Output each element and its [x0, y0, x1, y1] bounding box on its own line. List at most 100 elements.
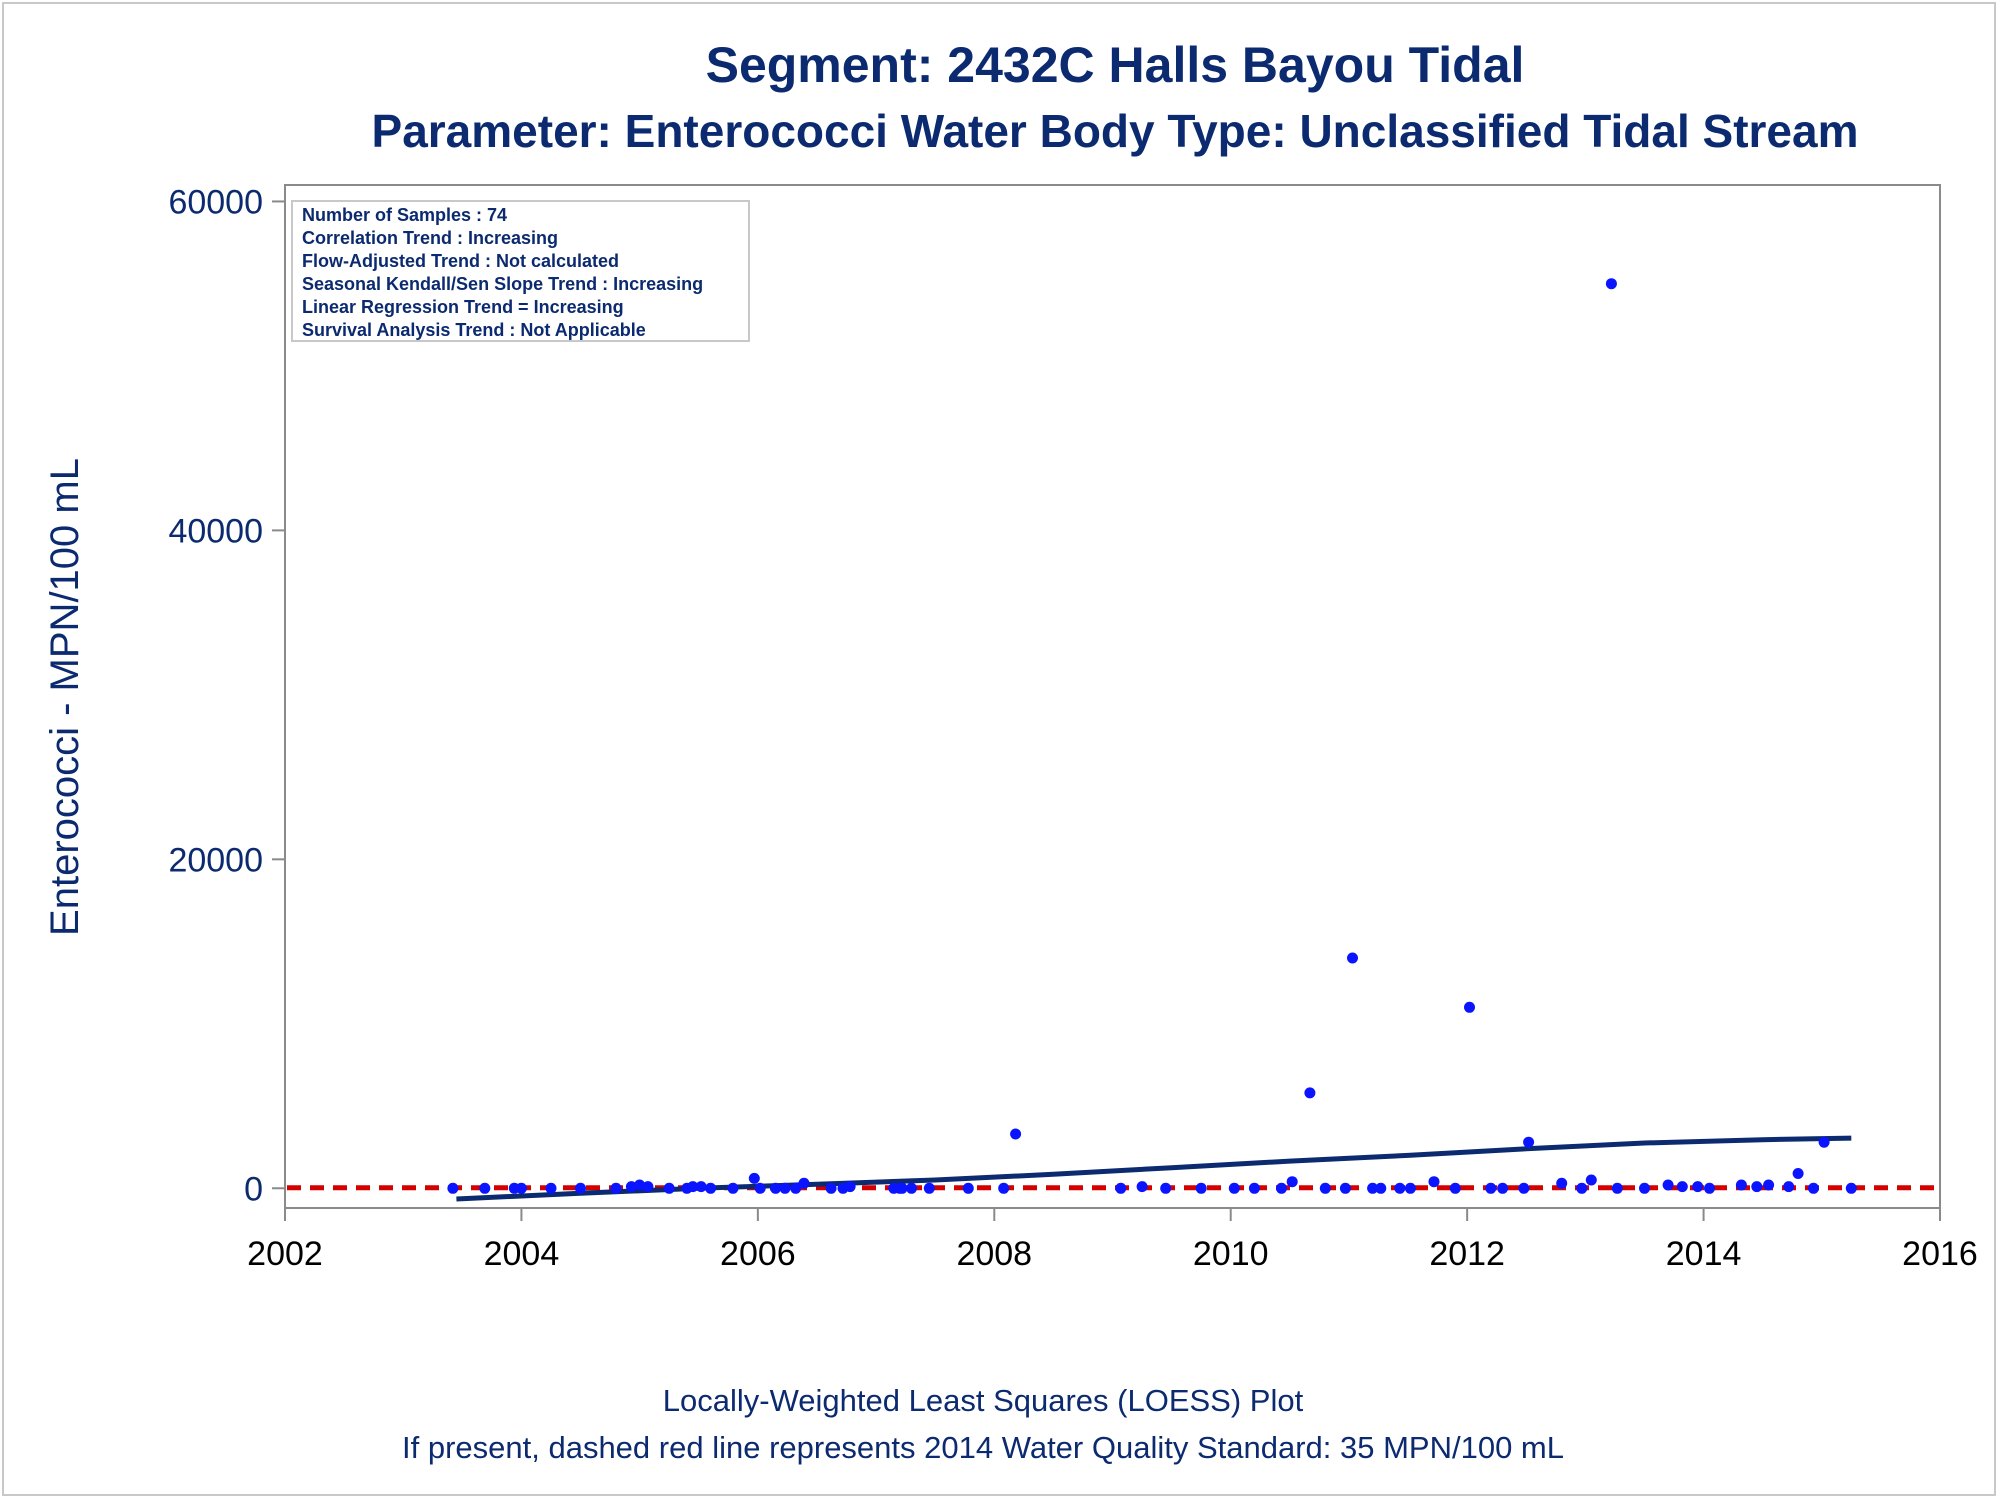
- y-axis-label: Enterococci - MPN/100 mL: [43, 458, 87, 936]
- data-point: [1763, 1179, 1775, 1191]
- y-tick-label: 60000: [168, 183, 263, 221]
- data-point: [790, 1182, 802, 1194]
- data-point: [844, 1181, 856, 1193]
- data-point: [1375, 1182, 1387, 1194]
- data-point: [663, 1182, 675, 1194]
- data-point: [1692, 1181, 1704, 1193]
- data-point: [1286, 1176, 1298, 1188]
- data-point: [705, 1182, 717, 1194]
- data-point: [1845, 1182, 1857, 1194]
- x-tick-label: 2014: [1666, 1235, 1742, 1273]
- data-point: [1518, 1182, 1530, 1194]
- data-point: [695, 1181, 707, 1193]
- y-tick-label: 40000: [168, 512, 263, 550]
- data-point: [1449, 1182, 1461, 1194]
- plot-area: [284, 184, 1941, 1209]
- x-tick-label: 2002: [247, 1235, 323, 1273]
- data-point: [906, 1182, 917, 1194]
- data-point: [962, 1182, 974, 1194]
- footnote-loess: Locally-Weighted Least Squares (LOESS) P…: [663, 1383, 1304, 1418]
- data-point: [575, 1182, 586, 1194]
- stats-box-border: [291, 200, 750, 342]
- data-point: [754, 1182, 766, 1194]
- data-point: [1136, 1181, 1148, 1193]
- data-point: [479, 1182, 491, 1194]
- data-point: [1394, 1182, 1406, 1194]
- stats-line-samples: Number of Samples : 74: [302, 205, 507, 225]
- footnote-standard: If present, dashed red line represents 2…: [402, 1430, 1564, 1465]
- data-point: [1497, 1182, 1509, 1194]
- data-point: [1576, 1182, 1588, 1194]
- data-point: [1585, 1174, 1597, 1186]
- data-point: [1428, 1176, 1440, 1188]
- x-tick-label: 2004: [484, 1235, 560, 1273]
- data-point: [1611, 1182, 1623, 1194]
- data-point: [515, 1182, 527, 1194]
- data-point: [825, 1182, 837, 1194]
- data-point: [1485, 1182, 1497, 1194]
- data-point: [1556, 1177, 1568, 1189]
- data-point: [1228, 1182, 1240, 1194]
- data-point: [1662, 1179, 1674, 1191]
- data-point: [625, 1181, 637, 1193]
- x-tick-label: 2016: [1902, 1235, 1978, 1273]
- data-point: [610, 1182, 622, 1194]
- data-point: [1464, 1001, 1475, 1013]
- data-point: [1523, 1136, 1535, 1148]
- data-point: [1160, 1182, 1172, 1194]
- data-point: [1676, 1181, 1688, 1193]
- data-point: [1115, 1182, 1127, 1194]
- stats-line-linear-regression: Linear Regression Trend = Increasing: [302, 297, 624, 317]
- data-point: [1783, 1181, 1795, 1193]
- data-point: [642, 1181, 654, 1193]
- data-point: [770, 1182, 782, 1194]
- data-point: [923, 1182, 935, 1194]
- data-point: [1751, 1181, 1763, 1193]
- data-point: [1792, 1168, 1804, 1179]
- x-tick-label: 2008: [956, 1235, 1032, 1273]
- data-point: [1319, 1182, 1331, 1194]
- data-point: [779, 1182, 791, 1194]
- x-tick-label: 2006: [720, 1235, 796, 1273]
- data-point: [1735, 1179, 1747, 1191]
- data-point: [1010, 1128, 1022, 1140]
- data-point: [1808, 1182, 1819, 1194]
- data-point: [1367, 1182, 1379, 1194]
- chart-subtitle: Parameter: Enterococci Water Body Type: …: [372, 105, 1859, 157]
- data-point: [1276, 1182, 1287, 1194]
- series-layer: [287, 278, 1938, 1202]
- data-point: [447, 1182, 459, 1194]
- data-point: [1704, 1182, 1715, 1194]
- data-point: [1639, 1182, 1650, 1194]
- stats-line-flow-adjusted: Flow-Adjusted Trend : Not calculated: [302, 251, 619, 271]
- data-point: [798, 1177, 810, 1189]
- stats-line-seasonal-kendall: Seasonal Kendall/Sen Slope Trend : Incre…: [302, 274, 703, 294]
- data-point: [687, 1181, 699, 1193]
- data-point: [634, 1179, 646, 1191]
- data-point: [894, 1182, 906, 1194]
- data-point: [545, 1182, 557, 1194]
- data-point: [1818, 1136, 1830, 1148]
- data-point: [1605, 278, 1617, 290]
- data-point: [748, 1172, 760, 1184]
- data-point: [1404, 1182, 1416, 1194]
- data-point: [998, 1182, 1010, 1194]
- y-tick-label: 0: [244, 1170, 263, 1208]
- x-axis: 2002 2004 2006 2008 2010 2012 2014 2016: [247, 1208, 1978, 1273]
- data-point: [1195, 1182, 1207, 1194]
- stats-box: Number of Samples : 74 Correlation Trend…: [291, 200, 750, 342]
- y-tick-label: 20000: [168, 841, 263, 879]
- x-tick-label: 2010: [1193, 1235, 1269, 1273]
- stats-line-correlation: Correlation Trend : Increasing: [302, 228, 558, 248]
- chart-title: Segment: 2432C Halls Bayou Tidal: [706, 37, 1525, 93]
- data-point: [727, 1182, 739, 1194]
- data-point: [1304, 1087, 1316, 1099]
- data-point: [1339, 1182, 1351, 1194]
- stats-line-survival: Survival Analysis Trend : Not Applicable: [302, 320, 646, 340]
- data-point: [1248, 1182, 1260, 1194]
- x-tick-label: 2012: [1429, 1235, 1505, 1273]
- y-axis: 0 20000 40000 60000: [168, 183, 285, 1208]
- data-point: [1347, 952, 1358, 964]
